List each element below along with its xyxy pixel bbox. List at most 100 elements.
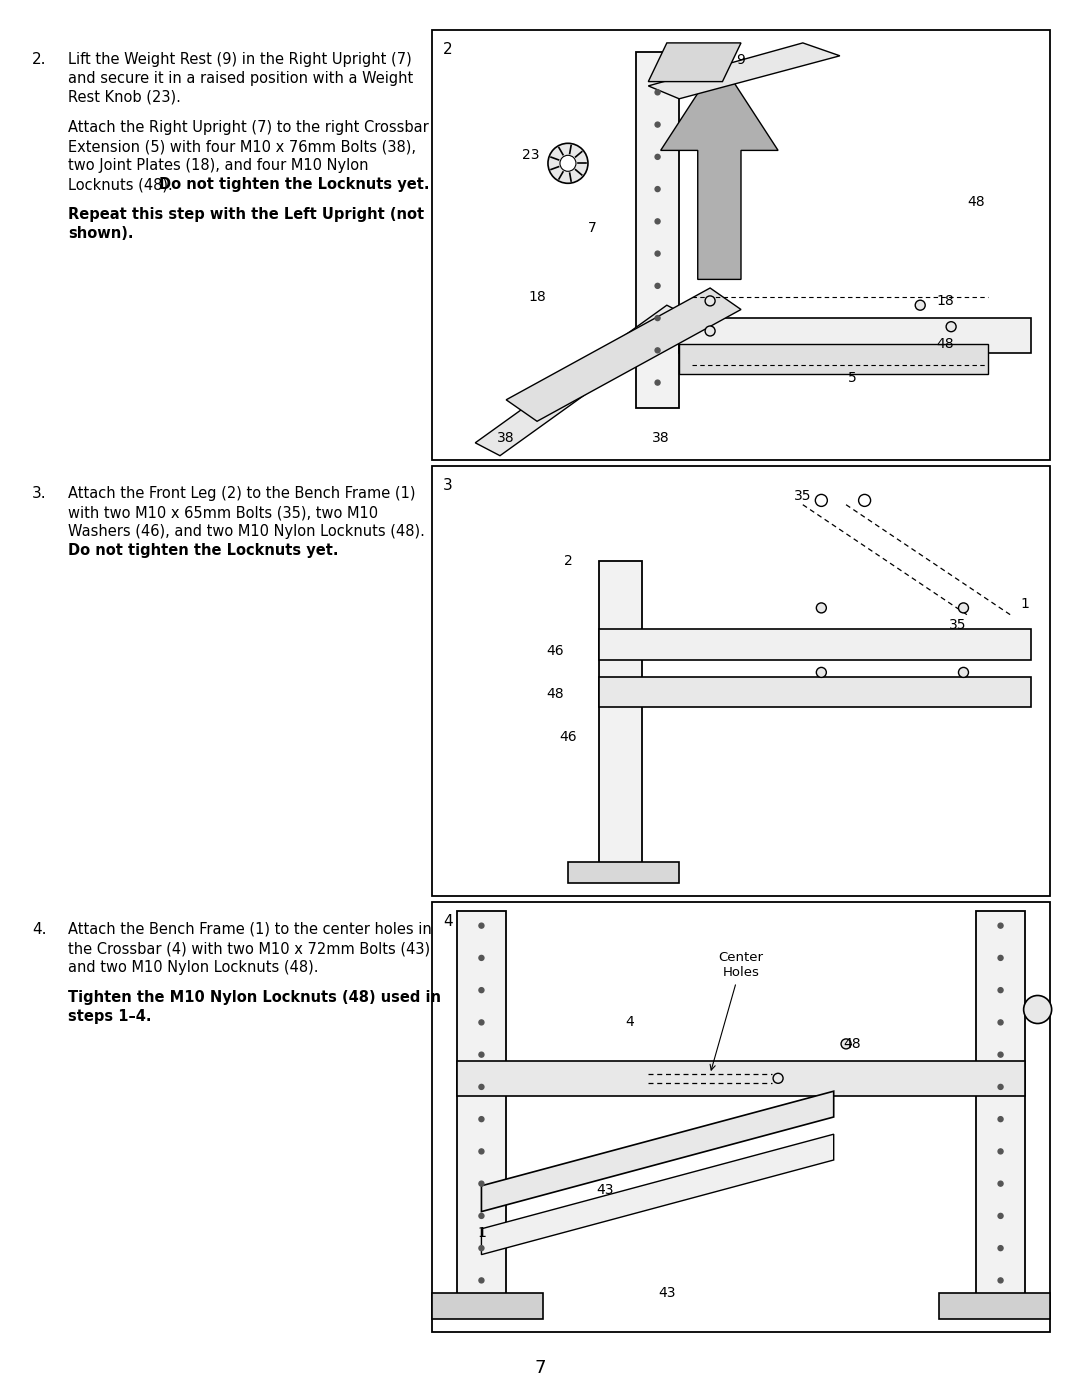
Text: Extension (5) with four M10 x 76mm Bolts (38),: Extension (5) with four M10 x 76mm Bolts… — [68, 138, 416, 154]
Polygon shape — [598, 676, 1031, 707]
Polygon shape — [457, 1062, 1025, 1095]
Text: 38: 38 — [498, 432, 515, 446]
Circle shape — [559, 155, 576, 172]
Text: 7: 7 — [589, 221, 597, 235]
Text: 7: 7 — [535, 1359, 545, 1377]
Circle shape — [859, 495, 870, 506]
Polygon shape — [661, 60, 778, 279]
Polygon shape — [457, 911, 507, 1306]
Polygon shape — [598, 630, 1031, 659]
Circle shape — [998, 923, 1003, 928]
Text: Attach the Right Upright (7) to the right Crossbar: Attach the Right Upright (7) to the righ… — [68, 120, 429, 136]
Text: shown).: shown). — [68, 226, 134, 242]
Circle shape — [841, 1039, 851, 1049]
Circle shape — [656, 284, 660, 288]
Text: 48: 48 — [936, 337, 954, 351]
Text: 1: 1 — [477, 1227, 486, 1241]
Polygon shape — [648, 43, 840, 99]
Polygon shape — [568, 862, 679, 883]
Circle shape — [478, 956, 484, 960]
Circle shape — [958, 668, 969, 678]
Text: 2: 2 — [443, 42, 453, 57]
Circle shape — [1024, 996, 1052, 1024]
Circle shape — [656, 219, 660, 224]
Circle shape — [478, 1084, 484, 1090]
Text: 5: 5 — [848, 372, 856, 386]
Text: Lift the Weight Rest (9) in the Right Upright (7): Lift the Weight Rest (9) in the Right Up… — [68, 52, 411, 67]
Text: 48: 48 — [843, 1037, 861, 1051]
Polygon shape — [939, 1294, 1050, 1319]
Text: and two M10 Nylon Locknuts (48).: and two M10 Nylon Locknuts (48). — [68, 960, 319, 975]
Text: 46: 46 — [546, 644, 565, 658]
Text: 2: 2 — [564, 553, 572, 567]
Circle shape — [998, 1148, 1003, 1154]
Circle shape — [998, 1084, 1003, 1090]
Polygon shape — [679, 344, 988, 374]
Text: Do not tighten the Locknuts yet.: Do not tighten the Locknuts yet. — [68, 543, 338, 557]
Circle shape — [815, 495, 827, 506]
Text: 38: 38 — [652, 432, 670, 446]
Circle shape — [705, 326, 715, 337]
Circle shape — [478, 988, 484, 993]
Circle shape — [998, 1180, 1003, 1186]
Text: Repeat this step with the Left Upright (not: Repeat this step with the Left Upright (… — [68, 207, 424, 222]
Text: 1: 1 — [1021, 597, 1029, 610]
Text: 3: 3 — [443, 478, 453, 493]
Text: 48: 48 — [546, 687, 565, 701]
Circle shape — [656, 89, 660, 95]
Text: 3.: 3. — [32, 486, 46, 502]
Circle shape — [998, 956, 1003, 960]
Circle shape — [998, 1246, 1003, 1250]
Text: 2.: 2. — [32, 52, 46, 67]
Circle shape — [478, 1116, 484, 1122]
Circle shape — [656, 380, 660, 386]
Circle shape — [998, 1052, 1003, 1058]
Circle shape — [656, 154, 660, 159]
Polygon shape — [636, 52, 679, 408]
Text: Do not tighten the Locknuts yet.: Do not tighten the Locknuts yet. — [159, 177, 429, 191]
Circle shape — [656, 122, 660, 127]
Polygon shape — [475, 305, 691, 455]
Text: and secure it in a raised position with a Weight: and secure it in a raised position with … — [68, 71, 414, 87]
Text: with two M10 x 65mm Bolts (35), two M10: with two M10 x 65mm Bolts (35), two M10 — [68, 504, 378, 520]
Circle shape — [998, 988, 1003, 993]
Text: Washers (46), and two M10 Nylon Locknuts (48).: Washers (46), and two M10 Nylon Locknuts… — [68, 524, 424, 539]
Circle shape — [773, 1073, 783, 1083]
Text: steps 1–4.: steps 1–4. — [68, 1009, 151, 1024]
Text: Attach the Bench Frame (1) to the center holes in: Attach the Bench Frame (1) to the center… — [68, 922, 432, 937]
Text: Tighten the M10 Nylon Locknuts (48) used in: Tighten the M10 Nylon Locknuts (48) used… — [68, 990, 441, 1004]
Polygon shape — [598, 560, 643, 875]
Polygon shape — [482, 1091, 834, 1211]
Text: 4: 4 — [443, 914, 453, 929]
Text: Attach the Front Leg (2) to the Bench Frame (1): Attach the Front Leg (2) to the Bench Fr… — [68, 486, 416, 502]
Text: Center
Holes: Center Holes — [711, 951, 764, 1070]
Text: 4: 4 — [625, 1016, 634, 1030]
Text: 35: 35 — [948, 617, 966, 631]
Circle shape — [478, 1214, 484, 1218]
Circle shape — [946, 321, 956, 331]
Circle shape — [548, 144, 588, 183]
Text: 18: 18 — [528, 289, 545, 303]
Circle shape — [656, 251, 660, 256]
Text: 35: 35 — [794, 489, 811, 503]
Polygon shape — [507, 288, 741, 422]
Circle shape — [656, 316, 660, 320]
Text: Locknuts (48).: Locknuts (48). — [68, 177, 177, 191]
Circle shape — [478, 1278, 484, 1282]
Circle shape — [478, 1052, 484, 1058]
Circle shape — [816, 668, 826, 678]
Circle shape — [998, 1020, 1003, 1025]
Bar — [432, 467, 1050, 895]
Text: the Crossbar (4) with two M10 x 72mm Bolts (43): the Crossbar (4) with two M10 x 72mm Bol… — [68, 942, 430, 956]
Circle shape — [478, 923, 484, 928]
Circle shape — [656, 348, 660, 353]
Bar — [432, 902, 1050, 1331]
Text: 18: 18 — [936, 293, 954, 307]
Text: 48: 48 — [967, 196, 985, 210]
Circle shape — [958, 604, 969, 613]
Circle shape — [656, 187, 660, 191]
Text: 23: 23 — [522, 148, 540, 162]
Circle shape — [478, 1180, 484, 1186]
Bar — [432, 29, 1050, 460]
Polygon shape — [679, 319, 1031, 352]
